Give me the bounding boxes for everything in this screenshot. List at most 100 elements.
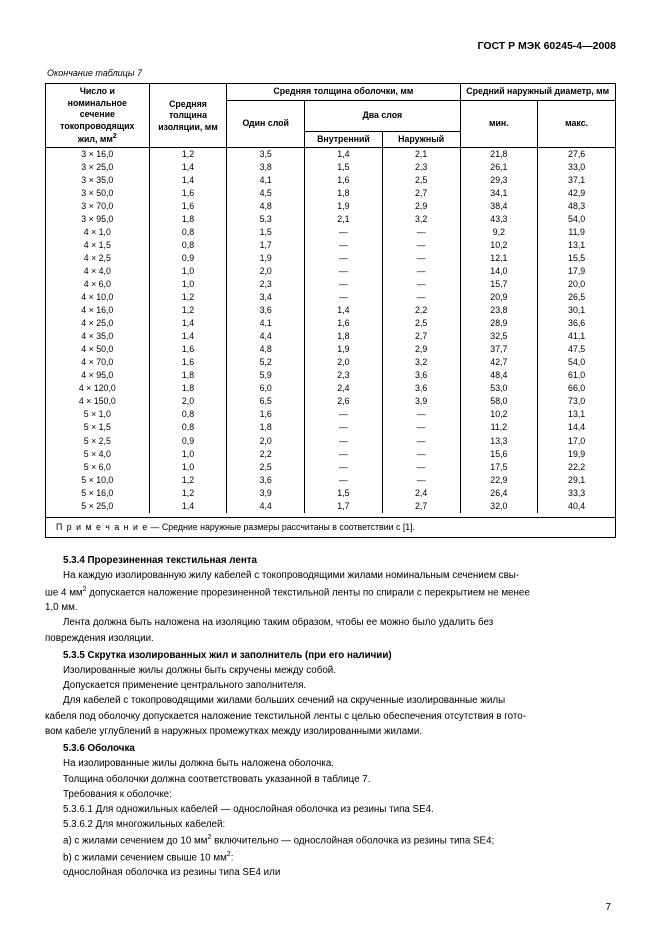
table-cell: 4 × 1,5 [46, 239, 150, 252]
th-inner: Внутренний [305, 131, 383, 147]
table-cell: — [305, 252, 383, 265]
table-cell: — [382, 448, 460, 461]
table-note: П р и м е ч а н и е — Средние наружные р… [46, 517, 616, 537]
table-cell: 53,0 [460, 383, 538, 396]
table-cell: 1,2 [149, 305, 227, 318]
table-cell: — [382, 226, 460, 239]
p-534-2b: повреждения изоляции. [45, 632, 616, 645]
table-cell: 5 × 16,0 [46, 487, 150, 500]
table-cell: 2,5 [227, 461, 305, 474]
table-cell: 3,2 [382, 357, 460, 370]
table-cell: 26,5 [538, 292, 616, 305]
table-cell: 4 × 10,0 [46, 292, 150, 305]
table-cell: 1,6 [149, 357, 227, 370]
table-cell: — [305, 422, 383, 435]
page-number: 7 [605, 901, 611, 914]
table-cell: 1,8 [227, 422, 305, 435]
table-cell: — [305, 239, 383, 252]
table-cell: 0,8 [149, 422, 227, 435]
table-cell: 58,0 [460, 396, 538, 409]
th-onelayer: Один слой [227, 100, 305, 148]
table-cell: 1,8 [149, 370, 227, 383]
p-535-1: Изолированные жилы должны быть скручены … [45, 664, 616, 677]
p-536-2: Толщина оболочки должна соответствовать … [45, 773, 616, 786]
table-cell: — [382, 422, 460, 435]
table-cell: 2,2 [382, 305, 460, 318]
table-row: 3 × 95,01,85,32,13,243,354,0 [46, 213, 616, 226]
table-cell: 20,0 [538, 279, 616, 292]
table-cell: 3,5 [227, 148, 305, 162]
table-cell: 13,1 [538, 239, 616, 252]
table-cell: 3 × 50,0 [46, 187, 150, 200]
p-535-3c: вом кабеле углублений в наружных промежу… [45, 725, 616, 738]
table-cell: 47,5 [538, 344, 616, 357]
table-cell: 2,9 [382, 344, 460, 357]
table-cell: — [382, 239, 460, 252]
p-534-2a: Лента должна быть наложена на изоляцию т… [45, 616, 616, 629]
table-cell: 32,0 [460, 500, 538, 513]
table-cell: — [305, 461, 383, 474]
table-cell: 61,0 [538, 370, 616, 383]
table-row: 5 × 10,01,23,6——22,929,1 [46, 474, 616, 487]
table-cell: 5,9 [227, 370, 305, 383]
table-cell: 3,8 [227, 161, 305, 174]
table-cell: 37,7 [460, 344, 538, 357]
table-cell: 1,5 [227, 226, 305, 239]
table-cell: 13,3 [460, 435, 538, 448]
table-cell: — [382, 461, 460, 474]
table-cell: 3,6 [227, 474, 305, 487]
table-cell: 15,6 [460, 448, 538, 461]
table-cell: 15,5 [538, 252, 616, 265]
p-536-1: На изолированные жилы должна быть наложе… [45, 757, 616, 770]
table-cell: 3 × 95,0 [46, 213, 150, 226]
table-cell: 1,4 [149, 174, 227, 187]
table-cell: 5 × 25,0 [46, 500, 150, 513]
table-row: 4 × 4,01,02,0——14,017,9 [46, 266, 616, 279]
table-row: 4 × 1,50,81,7——10,213,1 [46, 239, 616, 252]
table-cell: 2,3 [305, 370, 383, 383]
table-cell: 13,1 [538, 409, 616, 422]
table-cell: 2,7 [382, 187, 460, 200]
p-535-3b: кабеля под оболочку допускается наложени… [45, 710, 616, 723]
table-cell: 40,4 [538, 500, 616, 513]
table-cell: 2,4 [305, 383, 383, 396]
table-cell: 2,2 [227, 448, 305, 461]
table-cell: 4 × 6,0 [46, 279, 150, 292]
table-row: 3 × 70,01,64,81,92,938,448,3 [46, 200, 616, 213]
table-cell: 1,6 [149, 344, 227, 357]
p-534-1a: На каждую изолированную жилу кабелей с т… [45, 569, 616, 582]
table-cell: 1,2 [149, 148, 227, 162]
table-row: 5 × 4,01,02,2——15,619,9 [46, 448, 616, 461]
table-cell: — [382, 292, 460, 305]
table-cell: 4 × 150,0 [46, 396, 150, 409]
table-cell: 12,1 [460, 252, 538, 265]
table-cell: 54,0 [538, 357, 616, 370]
table-cell: 4,4 [227, 331, 305, 344]
th-twolayer: Два слоя [305, 100, 460, 131]
table-row: 4 × 6,01,02,3——15,720,0 [46, 279, 616, 292]
table-cell: 14,0 [460, 266, 538, 279]
table-cell: 5 × 6,0 [46, 461, 150, 474]
page: ГОСТ Р МЭК 60245-4—2008 Окончание таблиц… [0, 0, 661, 936]
table-cell: — [305, 226, 383, 239]
table-cell: 1,4 [305, 148, 383, 162]
table-cell: 2,0 [227, 435, 305, 448]
table-cell: 9,2 [460, 226, 538, 239]
table-row: 4 × 1,00,81,5——9,211,9 [46, 226, 616, 239]
table-cell: 42,7 [460, 357, 538, 370]
table-cell: 2,0 [227, 266, 305, 279]
table-cell: 2,9 [382, 200, 460, 213]
p-536-3: Требования к оболочке: [45, 788, 616, 801]
table-cell: — [382, 252, 460, 265]
table-row: 4 × 10,01,23,4——20,926,5 [46, 292, 616, 305]
table-cell: 1,8 [305, 331, 383, 344]
table-cell: 48,3 [538, 200, 616, 213]
table-cell: — [382, 266, 460, 279]
p-536-6: a) с жилами сечением до 10 мм2 включител… [45, 833, 616, 847]
table-cell: 1,6 [227, 409, 305, 422]
table-cell: 1,4 [149, 331, 227, 344]
table-cell: 3,6 [382, 370, 460, 383]
th-outer: Наружный [382, 131, 460, 147]
table-cell: 4 × 50,0 [46, 344, 150, 357]
table-cell: 3,6 [382, 383, 460, 396]
